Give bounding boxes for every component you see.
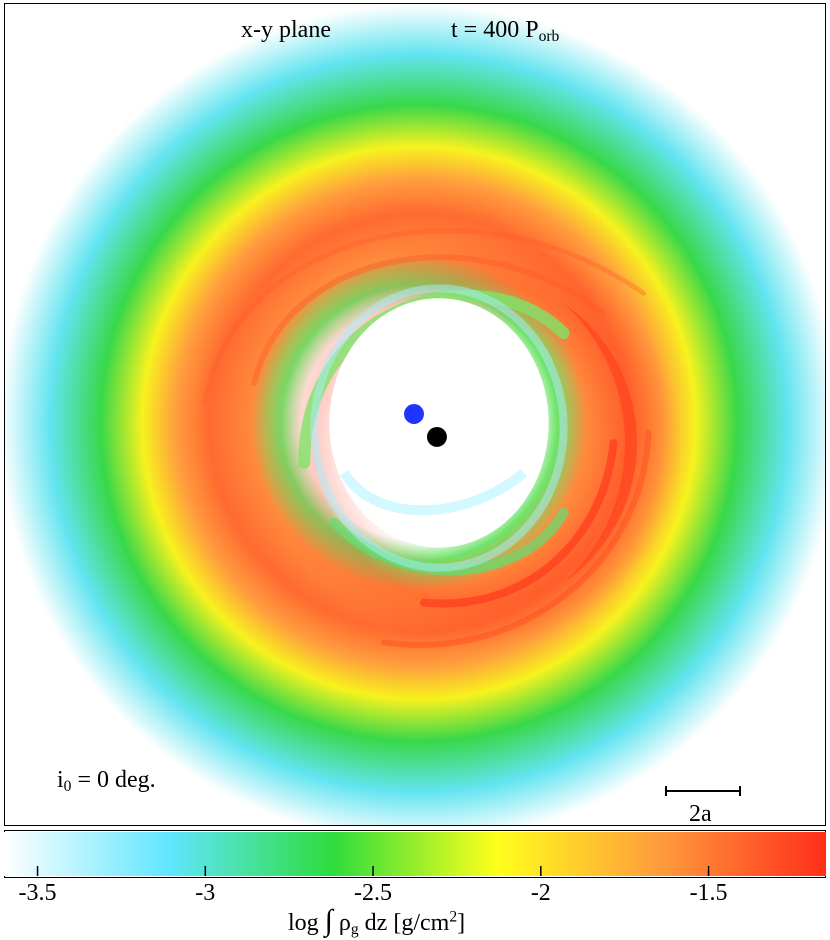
colorbar	[4, 832, 826, 876]
spiral-streaks	[202, 228, 652, 648]
scale-label: 2a	[689, 801, 712, 826]
colorbar-label: log ∫ ρg dz [g/cm2]	[288, 904, 466, 938]
colorbar-tick-label: -3	[195, 880, 216, 906]
disk-density-map	[5, 4, 825, 825]
inclination-label: i0 = 0 deg.	[57, 767, 156, 795]
colorbar-tick-label: -2	[530, 880, 551, 906]
density-map-panel: x-y plane t = 400 Porb i0 = 0 deg. 2a	[4, 3, 826, 826]
central-cavity	[329, 298, 549, 548]
colorbar-tick-label: -3.5	[18, 880, 57, 906]
plane-label: x-y plane	[241, 17, 331, 43]
colorbar-tick-label: -2.5	[354, 880, 393, 906]
colorbar-tick-label: -1.5	[689, 880, 728, 906]
primary-star	[404, 404, 424, 424]
time-label: t = 400 Porb	[451, 17, 560, 45]
scale-bar	[665, 786, 741, 796]
secondary-star	[426, 426, 447, 447]
